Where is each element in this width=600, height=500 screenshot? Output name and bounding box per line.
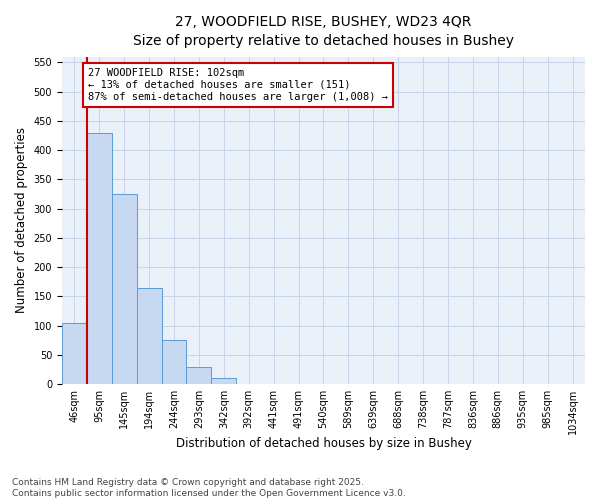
- Text: 27 WOODFIELD RISE: 102sqm
← 13% of detached houses are smaller (151)
87% of semi: 27 WOODFIELD RISE: 102sqm ← 13% of detac…: [88, 68, 388, 102]
- X-axis label: Distribution of detached houses by size in Bushey: Distribution of detached houses by size …: [176, 437, 472, 450]
- Bar: [87, 132, 112, 384]
- Y-axis label: Number of detached properties: Number of detached properties: [15, 128, 28, 314]
- Bar: [112, 194, 137, 384]
- Bar: [187, 366, 211, 384]
- Bar: [211, 378, 236, 384]
- Text: Contains HM Land Registry data © Crown copyright and database right 2025.
Contai: Contains HM Land Registry data © Crown c…: [12, 478, 406, 498]
- Title: 27, WOODFIELD RISE, BUSHEY, WD23 4QR
Size of property relative to detached house: 27, WOODFIELD RISE, BUSHEY, WD23 4QR Siz…: [133, 15, 514, 48]
- Bar: [62, 322, 87, 384]
- Bar: [161, 340, 187, 384]
- Bar: [137, 288, 161, 384]
